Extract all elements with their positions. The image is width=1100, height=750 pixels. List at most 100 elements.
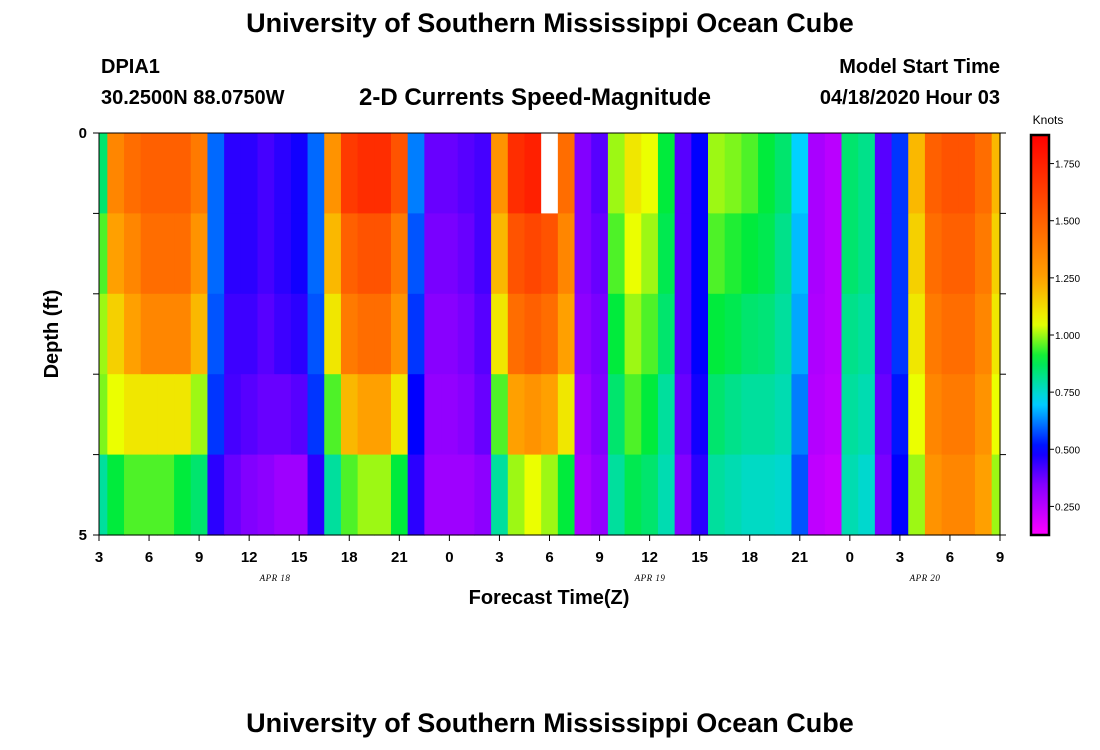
heatmap-cell [874,133,893,214]
heatmap-cell [924,293,943,375]
heatmap-cell [441,213,459,295]
heatmap-cell [874,293,893,375]
heatmap-cell [674,454,692,536]
heatmap-cell [924,133,943,214]
heatmap-cell [574,213,592,295]
heatmap-cell [758,374,776,456]
heatmap-cell [157,454,175,536]
heatmap-cell [224,213,242,295]
heatmap-cell [541,374,559,456]
heatmap-cell [99,454,108,536]
heatmap-cell [858,293,876,375]
heatmap-cell [674,374,692,456]
heatmap-cell [107,133,125,214]
heatmap-cell [424,213,442,295]
x-tick-label: 0 [846,549,854,566]
heatmap-cell [207,454,225,536]
chart-title: 2-D Currents Speed-Magnitude [359,84,712,111]
heatmap-cell [290,133,309,214]
heatmap-cell [808,133,826,214]
heatmap-cell [574,133,592,214]
heatmap-cell [390,133,409,214]
heatmap-cell [891,454,909,536]
colorbar-unit-label: Knots [1033,113,1064,127]
heatmap-cell [491,293,509,375]
heatmap-cell [224,454,242,536]
heatmap-cell [340,213,359,295]
heatmap-cell [557,293,576,375]
x-tick-label: 15 [291,549,308,566]
heatmap-cell [591,454,609,536]
heatmap-cell [124,293,142,375]
heatmap-cell [541,213,559,295]
x-tick-label: 3 [95,549,103,566]
heatmap-cell [724,133,742,214]
heatmap-cell [808,454,826,536]
heatmap-cell [524,213,542,295]
heatmap-cell [224,374,242,456]
heatmap-cell [124,213,142,295]
heatmap-cell [524,293,542,375]
heatmap-cell [491,374,509,456]
x-tick-label: 3 [495,549,503,566]
heatmap-cell [457,133,476,214]
heatmap-cell [691,374,709,456]
heatmap-cell [657,374,676,456]
colorbar-tick-label: 1.000 [1055,331,1080,342]
heatmap-cell [741,133,759,214]
heatmap-cell [374,293,392,375]
x-tick-label: 3 [896,549,904,566]
heatmap-cell [724,213,742,295]
heatmap-cell [290,213,309,295]
heatmap-cell [507,293,526,375]
colorbar-tick-label: 1.750 [1055,160,1080,171]
heatmap-cell [157,213,175,295]
heatmap-cell [574,374,592,456]
heatmap-cell [357,213,375,295]
heatmap-cell [457,454,476,536]
heatmap-cell [941,133,959,214]
heatmap-cell [958,213,976,295]
x-tick-label: 9 [195,549,203,566]
heatmap-cell [758,454,776,536]
heatmap-cell [591,213,609,295]
heatmap-cell [407,374,425,456]
heatmap-cell [99,213,108,295]
heatmap-cell [274,133,292,214]
heatmap-cell [657,133,676,214]
heatmap-cell [924,454,943,536]
heatmap-cell [474,454,492,536]
heatmap-cell [607,133,626,214]
heatmap-cell [841,133,859,214]
heatmap-cell [974,454,993,536]
colorbar-tick-label: 0.250 [1055,502,1080,513]
heatmap-cell [474,293,492,375]
heatmap-cell [157,374,175,456]
x-tick-label: 6 [946,549,954,566]
heatmap-cell [708,133,726,214]
heatmap-cell [691,133,709,214]
heatmap-cell [357,374,375,456]
heatmap-cell [340,374,359,456]
heatmap-cell [491,213,509,295]
heatmap-cell [691,213,709,295]
heatmap-cell [824,133,843,214]
page-title: University of Southern Mississippi Ocean… [246,8,854,38]
heatmap-cell [441,454,459,536]
heatmap-cell [774,374,793,456]
heatmap-cell [924,374,943,456]
heatmap-cell [407,213,425,295]
heatmap-cell [424,133,442,214]
heatmap-cell [374,454,392,536]
heatmap-cell [107,374,125,456]
x-tick-label: 21 [391,549,408,566]
heatmap-cell [908,213,926,295]
heatmap-cell [240,454,259,536]
heatmap-cell [891,133,909,214]
heatmap-cell [941,454,959,536]
heatmap-cell [691,293,709,375]
x-tick-label: 15 [691,549,708,566]
heatmap-cell [474,213,492,295]
heatmap-cell [708,454,726,536]
